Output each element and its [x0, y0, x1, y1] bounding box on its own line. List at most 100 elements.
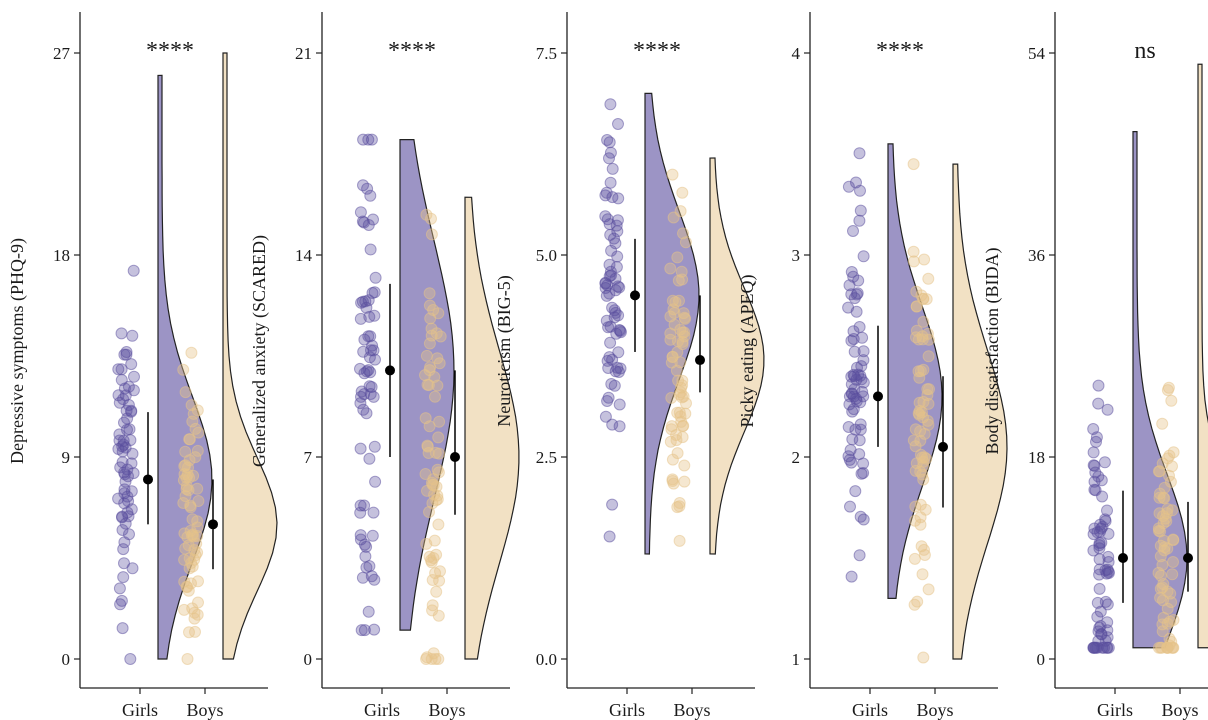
- data-point: [1093, 582, 1106, 595]
- violin-boys: [222, 52, 278, 660]
- data-point: [853, 549, 866, 562]
- y-tick-label: 21: [295, 44, 312, 63]
- data-point: [918, 253, 931, 266]
- data-point: [842, 180, 855, 193]
- data-point: [1167, 446, 1180, 459]
- data-point: [666, 351, 679, 363]
- data-point: [1152, 524, 1165, 537]
- data-point: [916, 568, 929, 581]
- data-point: [427, 304, 440, 316]
- data-point: [854, 418, 867, 431]
- data-point: [857, 354, 870, 367]
- data-point: [365, 133, 378, 146]
- data-point: [1154, 641, 1167, 654]
- data-point: [180, 483, 193, 496]
- data-point: [189, 451, 202, 464]
- data-point: [115, 327, 128, 340]
- data-point: [849, 485, 862, 498]
- data-point: [614, 362, 627, 375]
- y-tick-label: 36: [1028, 246, 1045, 265]
- x-tick-label-boys: Boys: [673, 700, 710, 720]
- median-point: [1183, 553, 1193, 563]
- data-point: [121, 423, 133, 436]
- data-point: [1154, 591, 1167, 604]
- y-tick-label: 2: [792, 448, 801, 467]
- data-point: [118, 483, 131, 496]
- data-point: [676, 431, 689, 444]
- median-point: [873, 391, 883, 402]
- data-point: [603, 136, 616, 149]
- data-point: [915, 540, 928, 553]
- data-point: [850, 176, 862, 189]
- data-point: [364, 243, 377, 256]
- data-point: [1102, 527, 1115, 540]
- data-point: [909, 464, 922, 477]
- violin-girls: [157, 74, 213, 660]
- data-point: [125, 457, 138, 470]
- data-point: [1154, 539, 1167, 552]
- panel-1: 0 9 18 27 Depressive symptoms (PHQ-9) **** Gir…: [7, 12, 278, 720]
- data-point: [842, 421, 855, 433]
- data-point: [919, 503, 932, 516]
- data-point: [426, 574, 439, 586]
- data-point: [613, 398, 626, 411]
- data-point: [362, 605, 375, 618]
- data-point: [1161, 384, 1174, 397]
- data-point: [603, 530, 616, 543]
- data-point: [913, 408, 926, 421]
- data-point: [599, 277, 612, 290]
- significance-label: ****: [876, 38, 924, 64]
- data-point: [848, 370, 861, 383]
- panel-4: 1 2 3 4 Picky eating (APEQ) **** Girls Boys: [737, 12, 1008, 720]
- median-point: [208, 519, 218, 530]
- data-point: [1087, 459, 1100, 472]
- data-point: [113, 582, 126, 595]
- data-point: [369, 271, 382, 284]
- data-point: [1156, 618, 1169, 631]
- y-tick-label: 3: [792, 246, 801, 265]
- data-point: [606, 418, 619, 431]
- data-point: [182, 584, 195, 597]
- data-point: [679, 236, 692, 249]
- data-point: [192, 596, 204, 609]
- data-point: [602, 362, 615, 374]
- data-point: [125, 405, 138, 418]
- data-point: [423, 287, 436, 300]
- data-point: [1101, 403, 1114, 416]
- data-point: [187, 469, 200, 482]
- data-point: [604, 176, 617, 189]
- data-point: [117, 571, 130, 584]
- data-point: [115, 374, 128, 386]
- data-point: [1167, 534, 1180, 547]
- data-point: [664, 262, 677, 275]
- data-point: [922, 350, 935, 363]
- x-tick-label-girls: Girls: [852, 700, 888, 720]
- data-point: [676, 335, 689, 348]
- data-point: [364, 189, 377, 202]
- data-point: [428, 371, 441, 383]
- data-point: [675, 265, 688, 278]
- data-point: [599, 189, 612, 202]
- data-point: [671, 251, 684, 264]
- data-point: [122, 495, 135, 508]
- data-point: [357, 345, 370, 358]
- data-point: [850, 305, 863, 318]
- data-point: [603, 258, 616, 271]
- data-point: [1153, 491, 1166, 504]
- data-point: [180, 480, 193, 493]
- data-point: [612, 118, 624, 130]
- data-point: [1091, 526, 1104, 539]
- data-point: [917, 395, 930, 408]
- data-point: [1167, 614, 1180, 626]
- y-tick-label: 7: [304, 448, 313, 467]
- data-point: [606, 191, 619, 204]
- data-point: [354, 499, 367, 512]
- violin-boys: [709, 157, 765, 555]
- data-point: [354, 529, 367, 542]
- data-point: [666, 453, 679, 466]
- data-point: [1152, 465, 1165, 478]
- data-point: [362, 294, 375, 307]
- data-point: [360, 301, 373, 314]
- data-point: [182, 539, 195, 552]
- data-point: [857, 390, 870, 403]
